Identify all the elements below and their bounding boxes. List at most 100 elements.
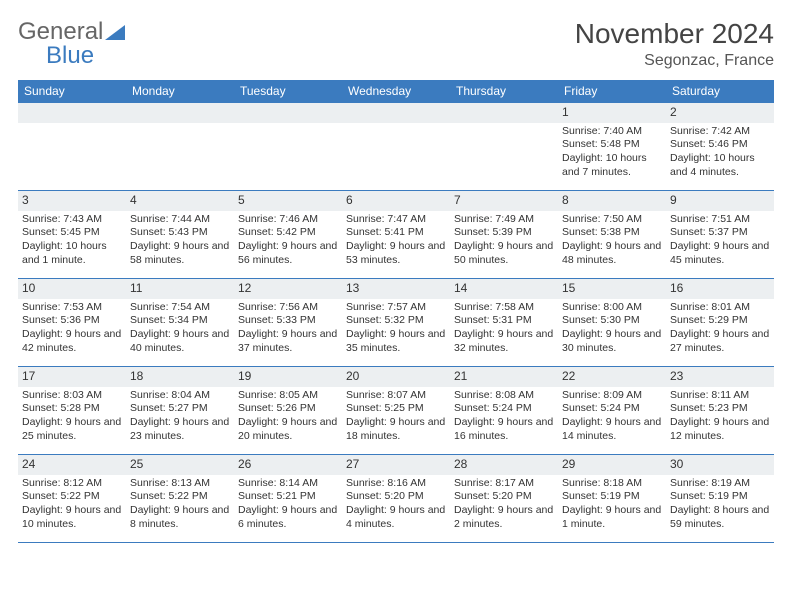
cell-line: Daylight: 8 hours and 59 minutes.	[670, 504, 770, 531]
cell-line: Sunrise: 7:50 AM	[562, 213, 662, 227]
calendar-cell: 18Sunrise: 8:04 AMSunset: 5:27 PMDayligh…	[126, 367, 234, 455]
calendar-cell: 6 Sunrise: 7:47 AMSunset: 5:41 PMDaylight…	[342, 191, 450, 279]
cell-line: Sunrise: 7:54 AM	[130, 301, 230, 315]
cell-line: Sunrise: 8:04 AM	[130, 389, 230, 403]
day-number: 27	[342, 455, 450, 475]
cell-line: Sunset: 5:24 PM	[562, 402, 662, 416]
cell-line: Daylight: 9 hours and 56 minutes.	[238, 240, 338, 267]
cell-line: Sunset: 5:32 PM	[346, 314, 446, 328]
cell-line: Daylight: 9 hours and 16 minutes.	[454, 416, 554, 443]
day-header: Tuesday	[234, 80, 342, 103]
cell-line: Sunrise: 7:58 AM	[454, 301, 554, 315]
day-header: Saturday	[666, 80, 774, 103]
calendar-cell	[234, 103, 342, 191]
calendar-cell: 3Sunrise: 7:43 AMSunset: 5:45 PMDaylight…	[18, 191, 126, 279]
day-number	[18, 103, 126, 123]
cell-line: Sunset: 5:21 PM	[238, 490, 338, 504]
calendar-cell: 23Sunrise: 8:11 AMSunset: 5:23 PMDayligh…	[666, 367, 774, 455]
day-number	[126, 103, 234, 123]
cell-line: Sunset: 5:25 PM	[346, 402, 446, 416]
cell-line: Sunset: 5:33 PM	[238, 314, 338, 328]
calendar-week: 1Sunrise: 7:40 AMSunset: 5:48 PMDaylight…	[18, 103, 774, 191]
cell-line: Daylight: 9 hours and 4 minutes.	[346, 504, 446, 531]
calendar-cell: 22Sunrise: 8:09 AMSunset: 5:24 PMDayligh…	[558, 367, 666, 455]
calendar-cell	[126, 103, 234, 191]
cell-line: Sunset: 5:28 PM	[22, 402, 122, 416]
cell-line: Sunrise: 7:56 AM	[238, 301, 338, 315]
cell-line: Daylight: 9 hours and 6 minutes.	[238, 504, 338, 531]
calendar-cell: 12 Sunrise: 7:56 AMSunset: 5:33 PMDayligh…	[234, 279, 342, 367]
day-number: 6	[342, 191, 450, 211]
day-number: 11	[126, 279, 234, 299]
calendar-cell: 1Sunrise: 7:40 AMSunset: 5:48 PMDaylight…	[558, 103, 666, 191]
calendar-cell: 9Sunrise: 7:51 AMSunset: 5:37 PMDaylight…	[666, 191, 774, 279]
day-number: 2	[666, 103, 774, 123]
cell-line: Daylight: 9 hours and 14 minutes.	[562, 416, 662, 443]
cell-line: Daylight: 9 hours and 12 minutes.	[670, 416, 770, 443]
cell-line: Daylight: 9 hours and 45 minutes.	[670, 240, 770, 267]
calendar-cell: 28Sunrise: 8:17 AMSunset: 5:20 PMDayligh…	[450, 455, 558, 543]
cell-line: Sunset: 5:45 PM	[22, 226, 122, 240]
cell-line: Sunset: 5:22 PM	[22, 490, 122, 504]
cell-line: Sunset: 5:37 PM	[670, 226, 770, 240]
cell-line: Sunset: 5:43 PM	[130, 226, 230, 240]
cell-line: Sunset: 5:34 PM	[130, 314, 230, 328]
calendar-cell: 21Sunrise: 8:08 AMSunset: 5:24 PMDayligh…	[450, 367, 558, 455]
day-number: 26	[234, 455, 342, 475]
cell-line: Daylight: 9 hours and 32 minutes.	[454, 328, 554, 355]
cell-line: Sunset: 5:29 PM	[670, 314, 770, 328]
calendar-cell: 24Sunrise: 8:12 AMSunset: 5:22 PMDayligh…	[18, 455, 126, 543]
cell-line: Daylight: 9 hours and 58 minutes.	[130, 240, 230, 267]
cell-line: Sunrise: 8:08 AM	[454, 389, 554, 403]
day-number: 10	[18, 279, 126, 299]
day-number: 3	[18, 191, 126, 211]
cell-line: Sunrise: 8:00 AM	[562, 301, 662, 315]
day-number: 24	[18, 455, 126, 475]
location: Segonzac, France	[575, 52, 774, 70]
calendar-cell: 29Sunrise: 8:18 AMSunset: 5:19 PMDayligh…	[558, 455, 666, 543]
cell-line: Daylight: 9 hours and 37 minutes.	[238, 328, 338, 355]
cell-line: Sunrise: 8:19 AM	[670, 477, 770, 491]
cell-line: Sunrise: 7:49 AM	[454, 213, 554, 227]
cell-line: Sunrise: 7:46 AM	[238, 213, 338, 227]
cell-line: Daylight: 9 hours and 23 minutes.	[130, 416, 230, 443]
day-number: 9	[666, 191, 774, 211]
cell-line: Daylight: 9 hours and 30 minutes.	[562, 328, 662, 355]
calendar-cell: 14Sunrise: 7:58 AMSunset: 5:31 PMDayligh…	[450, 279, 558, 367]
day-number: 12	[234, 279, 342, 299]
cell-line: Sunrise: 8:09 AM	[562, 389, 662, 403]
cell-line: Daylight: 9 hours and 48 minutes.	[562, 240, 662, 267]
day-number: 5	[234, 191, 342, 211]
cell-line: Daylight: 9 hours and 40 minutes.	[130, 328, 230, 355]
cell-line: Daylight: 10 hours and 4 minutes.	[670, 152, 770, 179]
calendar-cell	[450, 103, 558, 191]
day-number	[234, 103, 342, 123]
calendar-cell	[18, 103, 126, 191]
day-number: 17	[18, 367, 126, 387]
cell-line: Daylight: 9 hours and 27 minutes.	[670, 328, 770, 355]
cell-line: Daylight: 9 hours and 53 minutes.	[346, 240, 446, 267]
cell-line: Daylight: 9 hours and 18 minutes.	[346, 416, 446, 443]
day-number	[342, 103, 450, 123]
cell-line: Sunset: 5:22 PM	[130, 490, 230, 504]
cell-line: Sunset: 5:36 PM	[22, 314, 122, 328]
day-number: 21	[450, 367, 558, 387]
cell-line: Daylight: 9 hours and 42 minutes.	[22, 328, 122, 355]
day-number: 1	[558, 103, 666, 123]
cell-line: Sunrise: 8:12 AM	[22, 477, 122, 491]
cell-line: Sunrise: 7:47 AM	[346, 213, 446, 227]
cell-line: Sunset: 5:46 PM	[670, 138, 770, 152]
cell-line: Sunset: 5:39 PM	[454, 226, 554, 240]
day-number: 8	[558, 191, 666, 211]
day-number: 30	[666, 455, 774, 475]
cell-line: Sunrise: 7:43 AM	[22, 213, 122, 227]
calendar-week: 24Sunrise: 8:12 AMSunset: 5:22 PMDayligh…	[18, 455, 774, 543]
day-number: 14	[450, 279, 558, 299]
cell-line: Daylight: 9 hours and 2 minutes.	[454, 504, 554, 531]
calendar-cell: 15Sunrise: 8:00 AMSunset: 5:30 PMDayligh…	[558, 279, 666, 367]
day-number: 29	[558, 455, 666, 475]
calendar-cell: 7Sunrise: 7:49 AMSunset: 5:39 PMDaylight…	[450, 191, 558, 279]
day-number: 7	[450, 191, 558, 211]
cell-line: Sunrise: 7:42 AM	[670, 125, 770, 139]
cell-line: Sunset: 5:41 PM	[346, 226, 446, 240]
